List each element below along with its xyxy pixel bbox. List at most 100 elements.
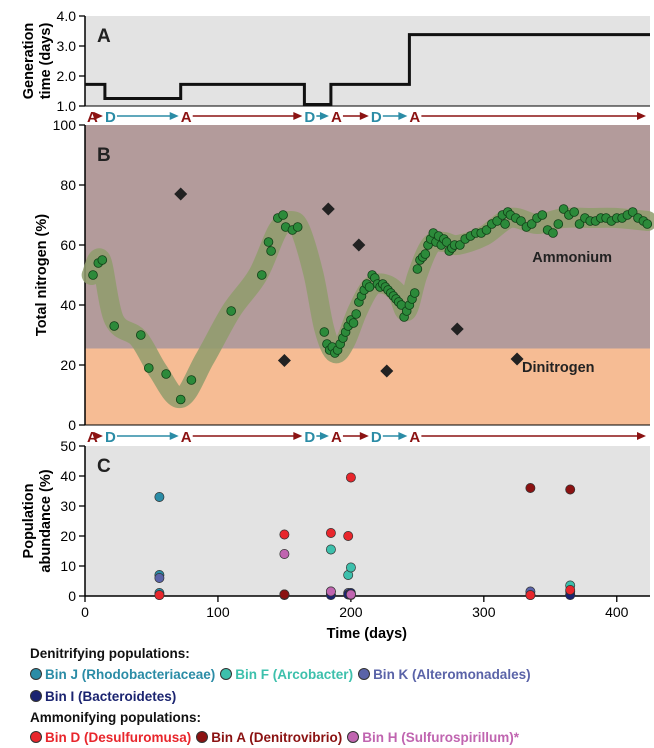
middle-phase-arrowhead [319, 432, 329, 440]
middle-phase-arrowhead [398, 432, 408, 440]
panel-c: 0 10 20 30 40 50 0 100 200 300 400 C Population abund… [21, 438, 650, 642]
ammonium-point [175, 394, 186, 405]
panel-a-letter: A [97, 26, 111, 47]
ammonium-point [263, 237, 274, 247]
dinitrogen-point [380, 364, 394, 378]
ammonium-point [364, 282, 375, 292]
ammonium-point [292, 222, 303, 232]
panel-c-x-tick-label: 0 [81, 604, 89, 620]
population-point [345, 589, 356, 600]
ammonium-point [266, 246, 276, 256]
dinitrogen-point [174, 187, 188, 201]
ammonium-point [186, 375, 197, 385]
population-point [279, 589, 290, 600]
population-point [279, 549, 290, 559]
population-point [325, 528, 336, 538]
panel-b-y-tick-label: 60 [60, 237, 76, 253]
middle-phase-arrowhead [93, 432, 103, 440]
population-point [565, 484, 576, 495]
ammonium-point [420, 249, 431, 259]
middle-phase-label: A [331, 429, 342, 446]
panel-c-y-tick-label: 10 [60, 558, 76, 574]
panel-c-y-label-line2: abundance (%) [38, 469, 54, 572]
middle-phase-label: D [304, 429, 315, 446]
panel-b-y-tick-label: 0 [68, 417, 76, 433]
ammonium-point [161, 369, 171, 379]
dinitrogen-label: Dinitrogen [522, 360, 595, 376]
top-phase-label: D [105, 109, 116, 126]
population-point [154, 590, 165, 601]
panel-b: 0 20 40 60 80 100 B Ammonium Dinitrogen Total nit… [34, 117, 654, 433]
ammonium-point [348, 318, 359, 328]
middle-phase-arrowhead [637, 432, 646, 440]
middle-phase-arrowhead [293, 432, 303, 440]
top-phase-arrowhead [637, 112, 646, 120]
panel-c-y-tick-label: 20 [60, 528, 76, 544]
ammonium-label: Ammonium [532, 250, 612, 266]
ammonium-point [144, 363, 154, 373]
population-point [565, 585, 576, 595]
middle-phase-arrowhead [359, 432, 369, 440]
panel-c-y-label-line1: Population [21, 484, 37, 559]
ammonium-point [574, 219, 585, 229]
panel-b-y-tick-label: 40 [60, 297, 76, 313]
ammonium-point [516, 216, 526, 226]
population-point [525, 483, 536, 493]
middle-phase-label: D [371, 429, 382, 446]
top-phase-arrowhead [93, 112, 103, 120]
ammonium-point [455, 240, 465, 250]
panel-c-y-tick-label: 30 [60, 498, 76, 514]
panel-c-letter: C [97, 456, 111, 477]
middle-phase-label: A [87, 429, 98, 446]
panel-c-x-label: Time (days) [327, 626, 407, 642]
dinitrogen-point [352, 238, 366, 252]
panel-c-y-tick-label: 0 [68, 588, 76, 604]
ammonium-point [558, 204, 569, 214]
dinitrogen-point [450, 322, 464, 336]
panel-c-x-tick-label: 400 [605, 604, 629, 620]
top-phase-label: A [87, 109, 98, 126]
population-point [525, 590, 536, 601]
panel-a: 1.0 2.0 3.0 4.0 A Generation time (days) [21, 8, 650, 114]
panel-c-y-tick-label: 50 [60, 438, 76, 454]
dinitrogen-point [510, 352, 524, 366]
generation-time-line [85, 33, 650, 106]
panel-b-y-tick-label: 20 [60, 357, 76, 373]
panel-a-y-label-line1: Generation [21, 23, 37, 100]
population-point [154, 492, 165, 502]
ammonium-point [97, 255, 108, 265]
population-point [325, 586, 336, 597]
top-phase-label: D [371, 109, 382, 126]
top-phase-arrowhead [398, 112, 408, 120]
panel-a-y-tick-label: 3.0 [57, 38, 77, 54]
top-phase-label: A [181, 109, 192, 126]
population-point [325, 544, 336, 555]
middle-phase-label: A [409, 429, 420, 446]
ammonium-point [109, 321, 119, 331]
ammonium-point [351, 309, 362, 319]
panel-a-y-tick-label: 1.0 [57, 98, 77, 114]
top-phase-arrowhead [169, 112, 179, 120]
ammonium-point [412, 264, 423, 274]
panel-b-y-tick-label: 80 [60, 177, 76, 193]
ammonium-point [136, 330, 146, 340]
ammonium-point [526, 219, 537, 229]
ammonium-point [409, 288, 420, 298]
ammonium-point [553, 219, 564, 229]
top-phase-arrowhead [319, 112, 329, 120]
panel-c-x-tick-label: 100 [206, 604, 230, 620]
ammonium-point [88, 270, 98, 280]
top-phase-label: D [304, 109, 315, 126]
middle-phase-label: A [181, 429, 192, 446]
panel-b-y-tick-label: 100 [53, 117, 77, 133]
ammonium-point [319, 327, 330, 337]
population-point [345, 562, 356, 573]
ammonium-point [256, 270, 267, 280]
ammonium-point [278, 210, 288, 220]
top-phase-label: A [409, 109, 420, 126]
population-point [343, 531, 354, 541]
population-point [279, 529, 290, 540]
